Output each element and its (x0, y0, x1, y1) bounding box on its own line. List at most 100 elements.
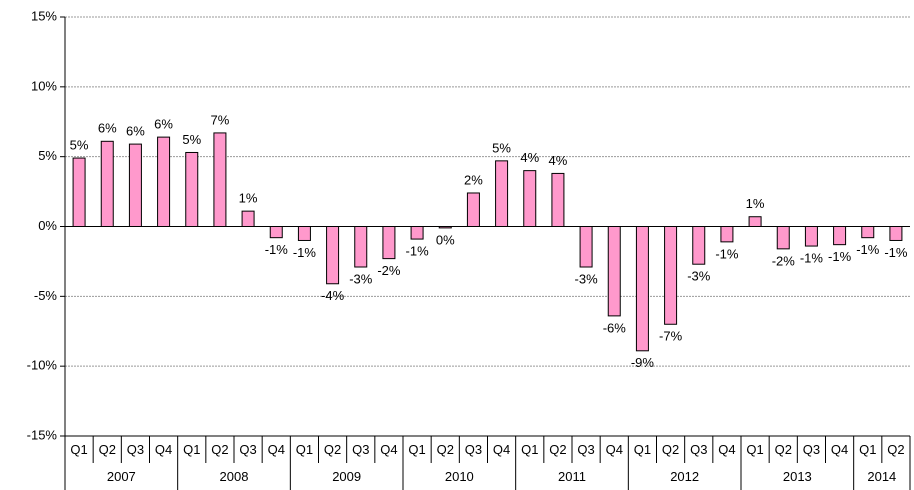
value-label: -1% (293, 245, 317, 260)
bar (635, 226, 649, 352)
value-label: 5% (492, 140, 511, 155)
y-tick-label: 0% (38, 218, 57, 233)
bar (185, 151, 199, 227)
bar (607, 226, 621, 317)
bar (804, 226, 818, 247)
x-tick-label: Q3 (127, 442, 144, 457)
x-tick-label: Q3 (577, 442, 594, 457)
value-label: -1% (856, 242, 880, 257)
bar (326, 226, 340, 285)
x-tick-label: Q3 (352, 442, 369, 457)
bar (157, 136, 171, 227)
y-tick-label: 15% (31, 8, 57, 23)
group-label: 2009 (332, 469, 361, 484)
x-tick-label: Q4 (718, 442, 735, 457)
value-label: 6% (126, 124, 145, 139)
bar (410, 226, 424, 240)
bar (382, 226, 396, 260)
value-label: -4% (321, 288, 345, 303)
x-tick-label: Q1 (521, 442, 538, 457)
group-label: 2010 (445, 469, 474, 484)
value-label: -3% (575, 271, 599, 286)
value-label: -1% (715, 246, 739, 261)
bar (523, 170, 537, 227)
value-label: -6% (603, 320, 627, 335)
bar (720, 226, 734, 243)
x-tick-label: Q2 (887, 442, 904, 457)
bar (438, 226, 452, 229)
group-label: 2013 (783, 469, 812, 484)
x-tick-label: Q1 (634, 442, 651, 457)
x-tick-label: Q1 (746, 442, 763, 457)
bar (833, 226, 847, 246)
group-label: 2008 (220, 469, 249, 484)
bar (72, 157, 86, 228)
bar (861, 226, 875, 239)
bar (354, 226, 368, 268)
bar (213, 132, 227, 228)
x-tick-label: Q2 (549, 442, 566, 457)
group-label: 2011 (558, 469, 586, 484)
value-label: 7% (211, 112, 230, 127)
y-tick-label: 10% (31, 78, 57, 93)
y-tick-label: -15% (27, 427, 58, 442)
x-tick-label: Q2 (211, 442, 228, 457)
value-label: 0% (436, 232, 455, 247)
group-label: 2007 (107, 469, 136, 484)
value-label: -1% (884, 245, 908, 260)
x-tick-label: Q1 (70, 442, 87, 457)
bar (297, 226, 311, 241)
value-label: 4% (520, 150, 539, 165)
value-label: -9% (631, 355, 655, 370)
x-tick-label: Q3 (465, 442, 482, 457)
x-tick-label: Q2 (437, 442, 454, 457)
y-tick-label: 5% (38, 148, 57, 163)
bar (776, 226, 790, 250)
x-tick-label: Q2 (662, 442, 679, 457)
bar (466, 192, 480, 227)
value-label: -3% (687, 269, 711, 284)
x-tick-label: Q2 (775, 442, 792, 457)
bar (692, 226, 706, 265)
x-tick-label: Q4 (831, 442, 848, 457)
value-label: 1% (746, 196, 765, 211)
bar (748, 216, 762, 227)
bar (664, 226, 678, 325)
x-tick-label: Q2 (324, 442, 341, 457)
value-label: 5% (182, 132, 201, 147)
x-tick-label: Q4 (155, 442, 172, 457)
value-label: 1% (239, 191, 258, 206)
x-tick-label: Q3 (239, 442, 256, 457)
y-tick-label: -5% (34, 288, 58, 303)
value-label: 2% (464, 172, 483, 187)
bar (889, 226, 903, 241)
bar (551, 172, 565, 227)
bar (128, 143, 142, 227)
group-label: 2012 (670, 469, 699, 484)
x-tick-label: Q1 (408, 442, 425, 457)
x-tick-label: Q1 (859, 442, 876, 457)
x-tick-label: Q4 (606, 442, 623, 457)
group-label: 2014 (867, 469, 896, 484)
value-label: -2% (772, 253, 796, 268)
value-label: 4% (549, 153, 568, 168)
bar (241, 210, 255, 228)
x-tick-label: Q1 (183, 442, 200, 457)
value-label: -1% (828, 249, 852, 264)
x-tick-label: Q4 (268, 442, 285, 457)
x-tick-label: Q2 (99, 442, 116, 457)
value-label: -2% (377, 263, 401, 278)
value-label: -3% (349, 271, 373, 286)
value-label: 5% (70, 138, 89, 153)
value-label: -1% (800, 250, 824, 265)
x-tick-label: Q3 (803, 442, 820, 457)
bar (579, 226, 593, 268)
value-label: -1% (406, 244, 430, 259)
x-tick-label: Q1 (296, 442, 313, 457)
x-tick-label: Q4 (380, 442, 397, 457)
value-label: -1% (265, 242, 289, 257)
y-tick-label: -10% (27, 358, 58, 373)
value-label: 6% (154, 117, 173, 132)
